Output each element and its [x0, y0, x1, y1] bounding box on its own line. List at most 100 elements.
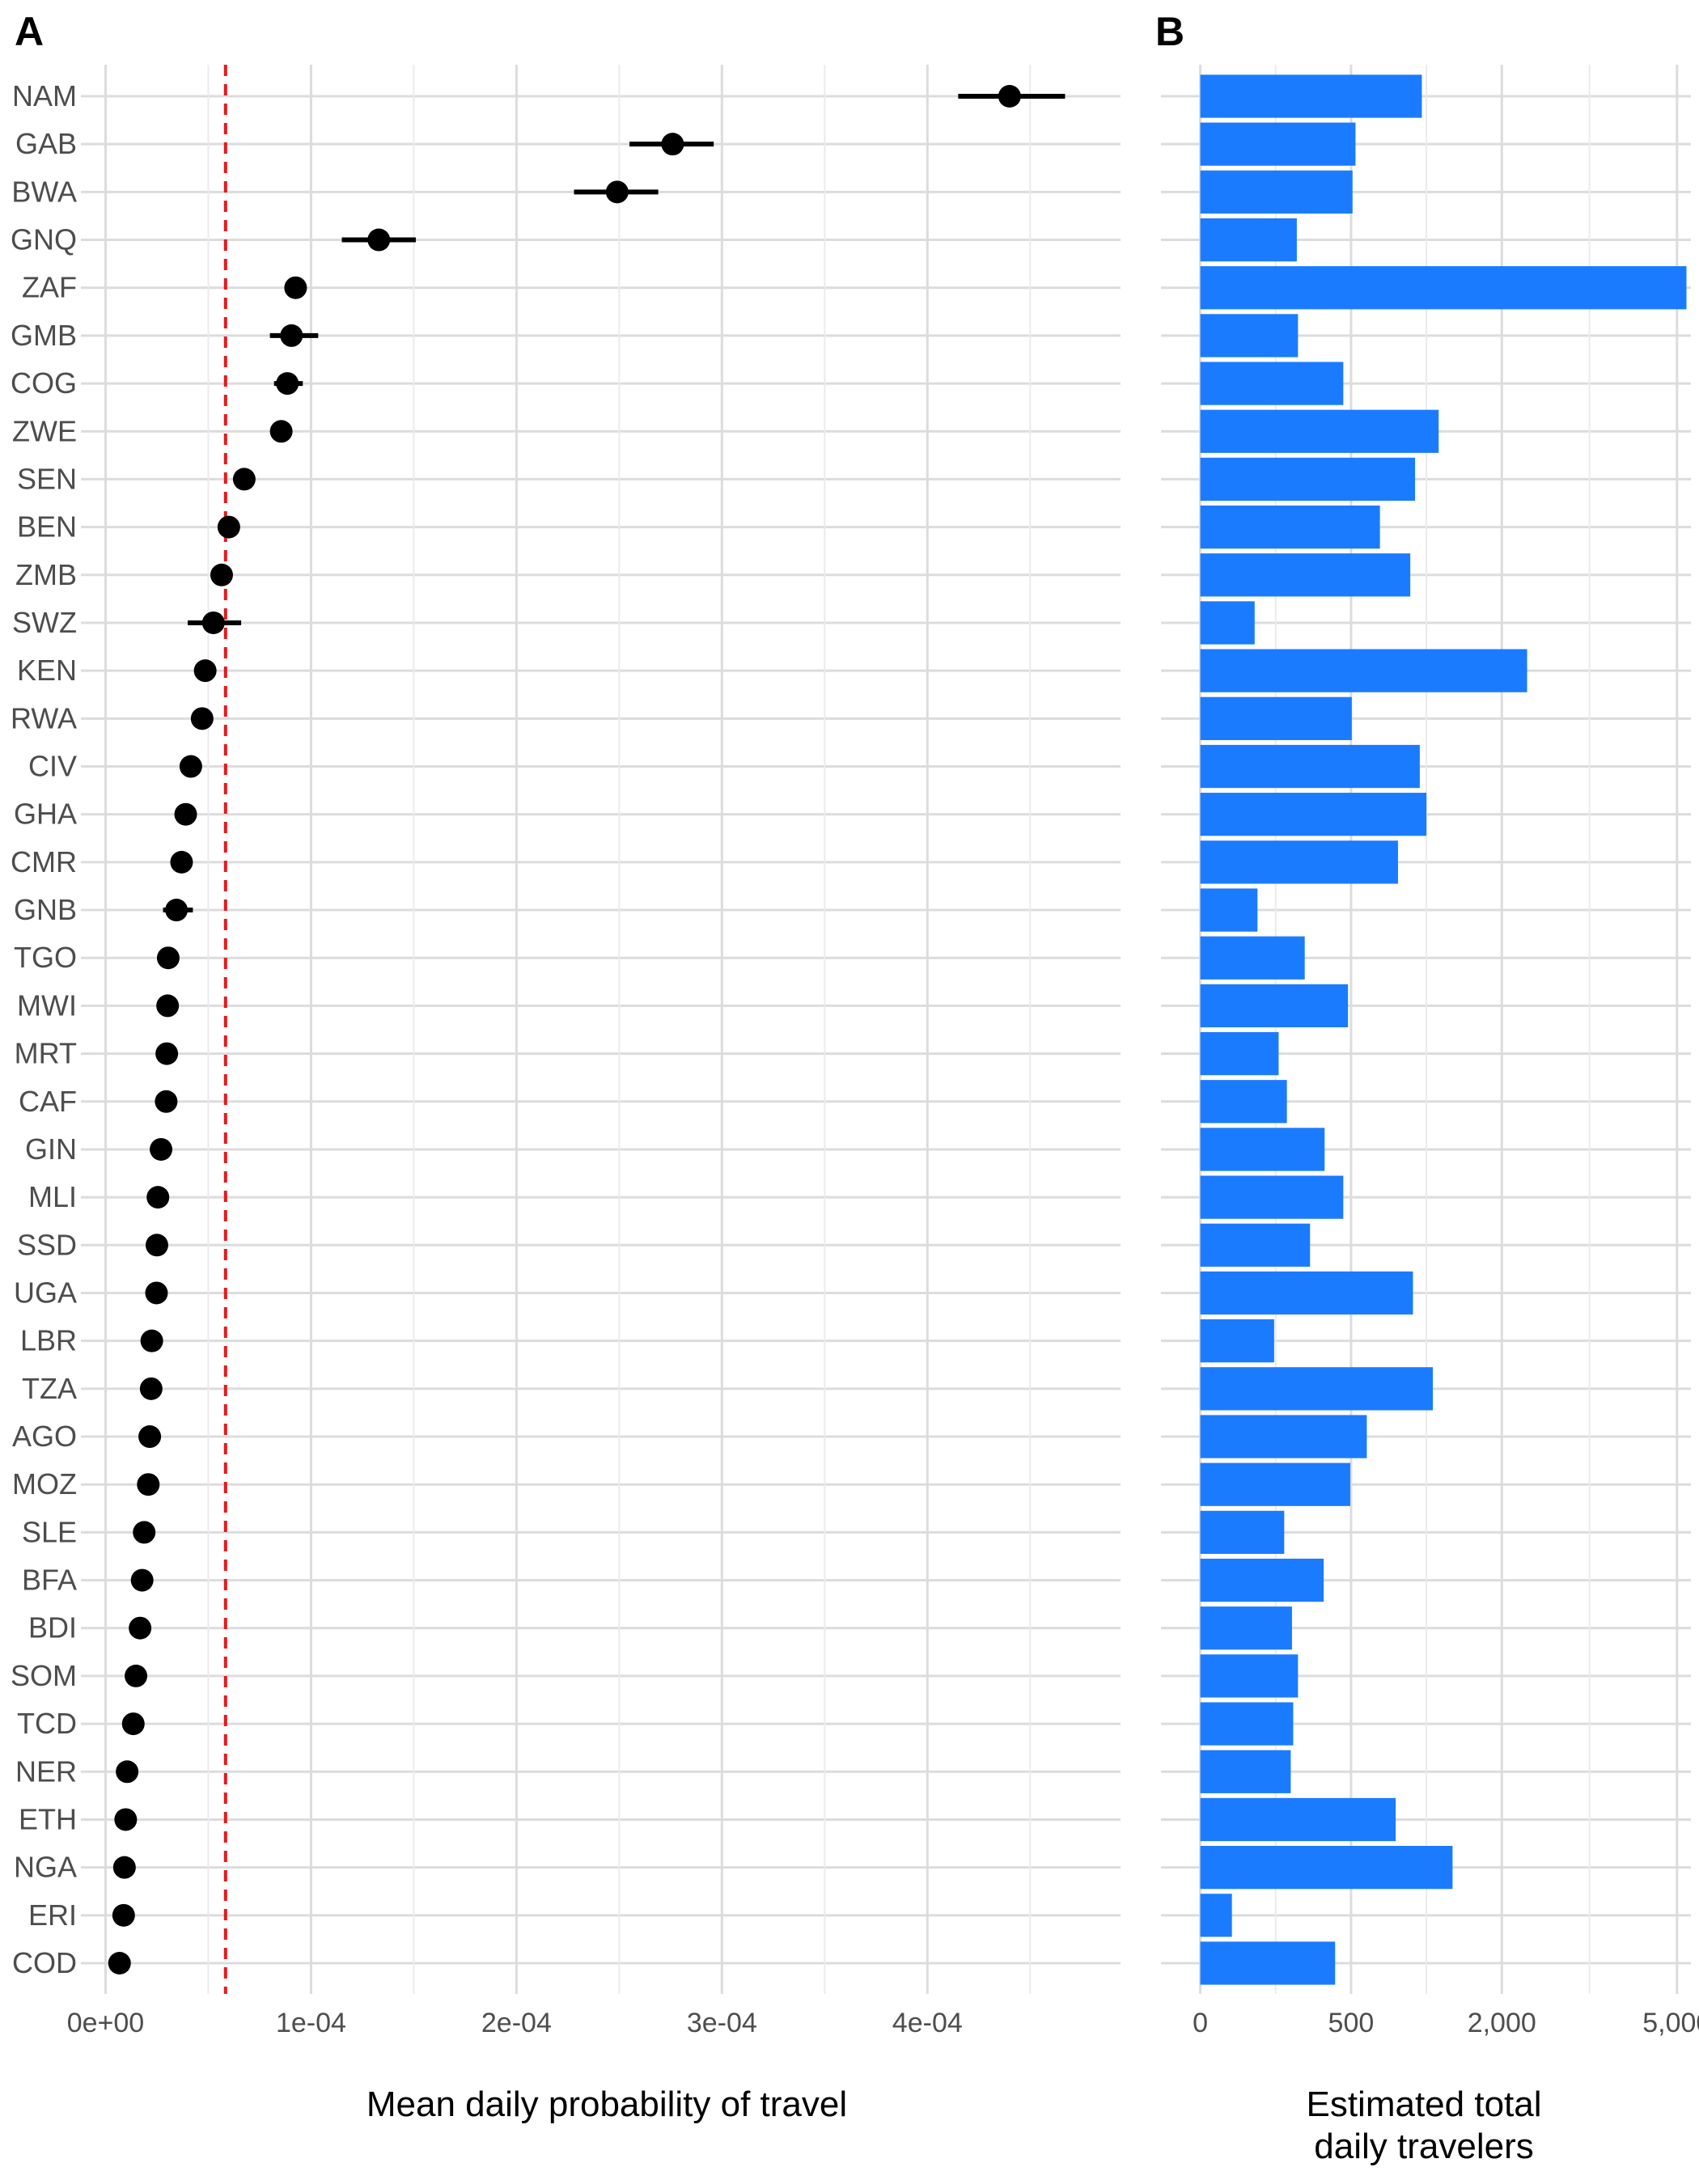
point-gha: [174, 802, 197, 826]
point-som: [125, 1664, 148, 1687]
bar-nam: [1200, 74, 1422, 118]
bar-sen: [1200, 457, 1416, 502]
country-label: GIN: [25, 1132, 77, 1166]
point-cmr: [170, 850, 193, 874]
country-label: TGO: [14, 941, 77, 974]
point-tza: [139, 1377, 163, 1400]
point-tcd: [121, 1712, 145, 1736]
panel-b-x-tick-label: 500: [1328, 2008, 1375, 2038]
panel-b-bars: [1200, 74, 1687, 1985]
country-label: SWZ: [12, 606, 77, 639]
point-sle: [133, 1521, 156, 1544]
country-label: GNQ: [11, 223, 77, 256]
bar-gin: [1200, 1128, 1325, 1171]
bar-tcd: [1200, 1702, 1294, 1746]
bar-ner: [1200, 1750, 1291, 1793]
country-label: BEN: [17, 510, 77, 544]
point-eth: [114, 1808, 138, 1831]
country-label: GNB: [14, 893, 77, 926]
country-label: GMB: [11, 319, 77, 352]
country-label: ZMB: [15, 558, 77, 591]
bar-ssd: [1200, 1223, 1311, 1267]
bar-zwe: [1200, 409, 1439, 453]
bar-bfa: [1200, 1558, 1324, 1602]
bar-tgo: [1200, 936, 1305, 980]
bar-ben: [1200, 505, 1380, 549]
point-mwi: [156, 994, 180, 1018]
point-bfa: [130, 1568, 154, 1592]
country-label: NGA: [14, 1851, 77, 1884]
country-label: BDI: [28, 1611, 77, 1644]
country-label: MOZ: [12, 1467, 77, 1500]
country-label: LBR: [20, 1324, 77, 1357]
country-label: CAF: [19, 1085, 77, 1118]
country-label: SOM: [11, 1659, 77, 1692]
country-label: ERI: [28, 1898, 77, 1932]
country-label: ETH: [19, 1802, 77, 1835]
panel-b-x-axis-title-line2: daily travelers: [1314, 2127, 1533, 2166]
bar-zaf: [1200, 266, 1687, 310]
point-tgo: [156, 946, 180, 970]
bar-nga: [1200, 1846, 1453, 1890]
panel-a-x-ticks: 0e+00 1e-04 2e-04 3e-04 4e-04: [67, 2008, 963, 2038]
point-sen: [232, 468, 256, 491]
country-label: GHA: [14, 798, 77, 831]
point-civ: [179, 755, 202, 778]
country-label: SEN: [17, 462, 77, 495]
country-label: COG: [11, 366, 77, 400]
point-gmb: [280, 324, 303, 347]
point-zaf: [284, 276, 307, 299]
bar-mli: [1200, 1175, 1344, 1219]
country-label: MRT: [15, 1037, 77, 1070]
bar-gnb: [1200, 888, 1258, 932]
point-cog: [276, 372, 299, 396]
bar-bwa: [1200, 170, 1353, 214]
point-moz: [137, 1473, 160, 1496]
point-zmb: [210, 563, 233, 586]
panel-b-x-tick-label: 2,000: [1468, 2008, 1536, 2038]
bar-eri: [1200, 1894, 1232, 1937]
country-label: COD: [12, 1946, 77, 1979]
panel-a-x-tick-label: 4e-04: [892, 2008, 963, 2038]
country-label: SSD: [17, 1228, 77, 1261]
bar-mrt: [1200, 1031, 1279, 1076]
point-caf: [155, 1090, 178, 1113]
bar-uga: [1200, 1271, 1413, 1315]
country-label: NER: [15, 1754, 77, 1788]
point-rwa: [190, 707, 214, 730]
point-gab: [661, 133, 684, 156]
panel-a-label: A: [15, 9, 44, 54]
point-uga: [145, 1281, 168, 1305]
panel-a-error-bars: [163, 94, 1066, 913]
panel-b-x-tick-label: 5,000: [1642, 2008, 1699, 2038]
bar-moz: [1200, 1462, 1350, 1506]
panel-b-x-tick-label: 0: [1193, 2008, 1208, 2038]
bar-civ: [1200, 744, 1420, 789]
point-swz: [201, 611, 225, 634]
country-label: KEN: [17, 654, 77, 687]
country-label: CIV: [28, 750, 77, 783]
point-mrt: [155, 1042, 179, 1065]
point-nga: [112, 1856, 136, 1879]
country-label: BFA: [22, 1564, 77, 1597]
panel-b-x-axis-title-line1: Estimated total: [1306, 2085, 1541, 2124]
panel-a-x-axis-title: Mean daily probability of travel: [366, 2085, 847, 2124]
country-label: BWA: [11, 175, 77, 208]
point-ken: [193, 659, 217, 683]
panel-a-x-tick-label: 0e+00: [67, 2008, 145, 2038]
panel-a-grid: [81, 65, 1121, 1994]
country-label: TZA: [22, 1372, 77, 1405]
point-zwe: [269, 420, 293, 443]
bar-gha: [1200, 793, 1427, 836]
bar-rwa: [1200, 696, 1352, 740]
country-label: SLE: [22, 1515, 77, 1548]
country-label: CMR: [11, 845, 77, 878]
bar-eth: [1200, 1797, 1396, 1842]
country-label: GAB: [15, 127, 77, 160]
bar-sle: [1200, 1510, 1285, 1555]
point-cod: [108, 1952, 131, 1974]
bar-mwi: [1200, 984, 1349, 1028]
point-bwa: [605, 180, 629, 204]
country-label: TCD: [17, 1707, 77, 1740]
